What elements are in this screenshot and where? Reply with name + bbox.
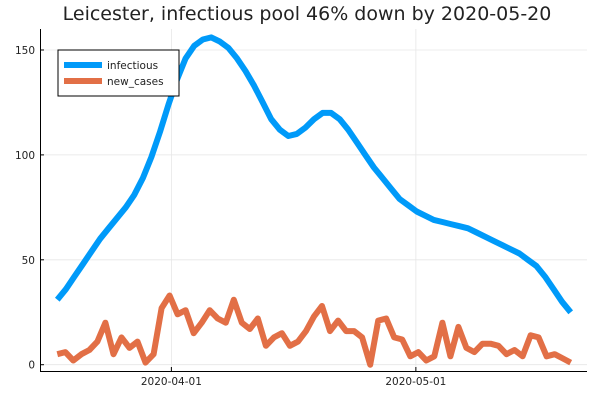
y-tick-labels: 0 50 100 150 bbox=[15, 45, 44, 372]
series-line-new-cases bbox=[56, 292, 573, 368]
legend: infectious new_cases bbox=[57, 49, 180, 97]
y-tick-label: 50 bbox=[22, 255, 35, 267]
y-tick-label: 100 bbox=[15, 150, 35, 162]
x-tick-label: 2020-05-01 bbox=[385, 376, 446, 388]
series-lines bbox=[54, 34, 574, 368]
legend-label-new-cases: new_cases bbox=[107, 76, 164, 88]
x-tick-label: 2020-04-01 bbox=[141, 376, 202, 388]
x-tick-labels: 2020-04-01 2020-05-01 bbox=[141, 367, 446, 388]
chart-title: Leicester, infectious pool 46% down by 2… bbox=[63, 3, 552, 25]
y-tick-label: 150 bbox=[15, 45, 35, 57]
axes bbox=[40, 29, 587, 372]
y-tick-label: 0 bbox=[28, 360, 35, 372]
series-line-infectious bbox=[54, 34, 574, 315]
legend-box bbox=[57, 49, 180, 97]
legend-label-infectious: infectious bbox=[107, 60, 158, 72]
